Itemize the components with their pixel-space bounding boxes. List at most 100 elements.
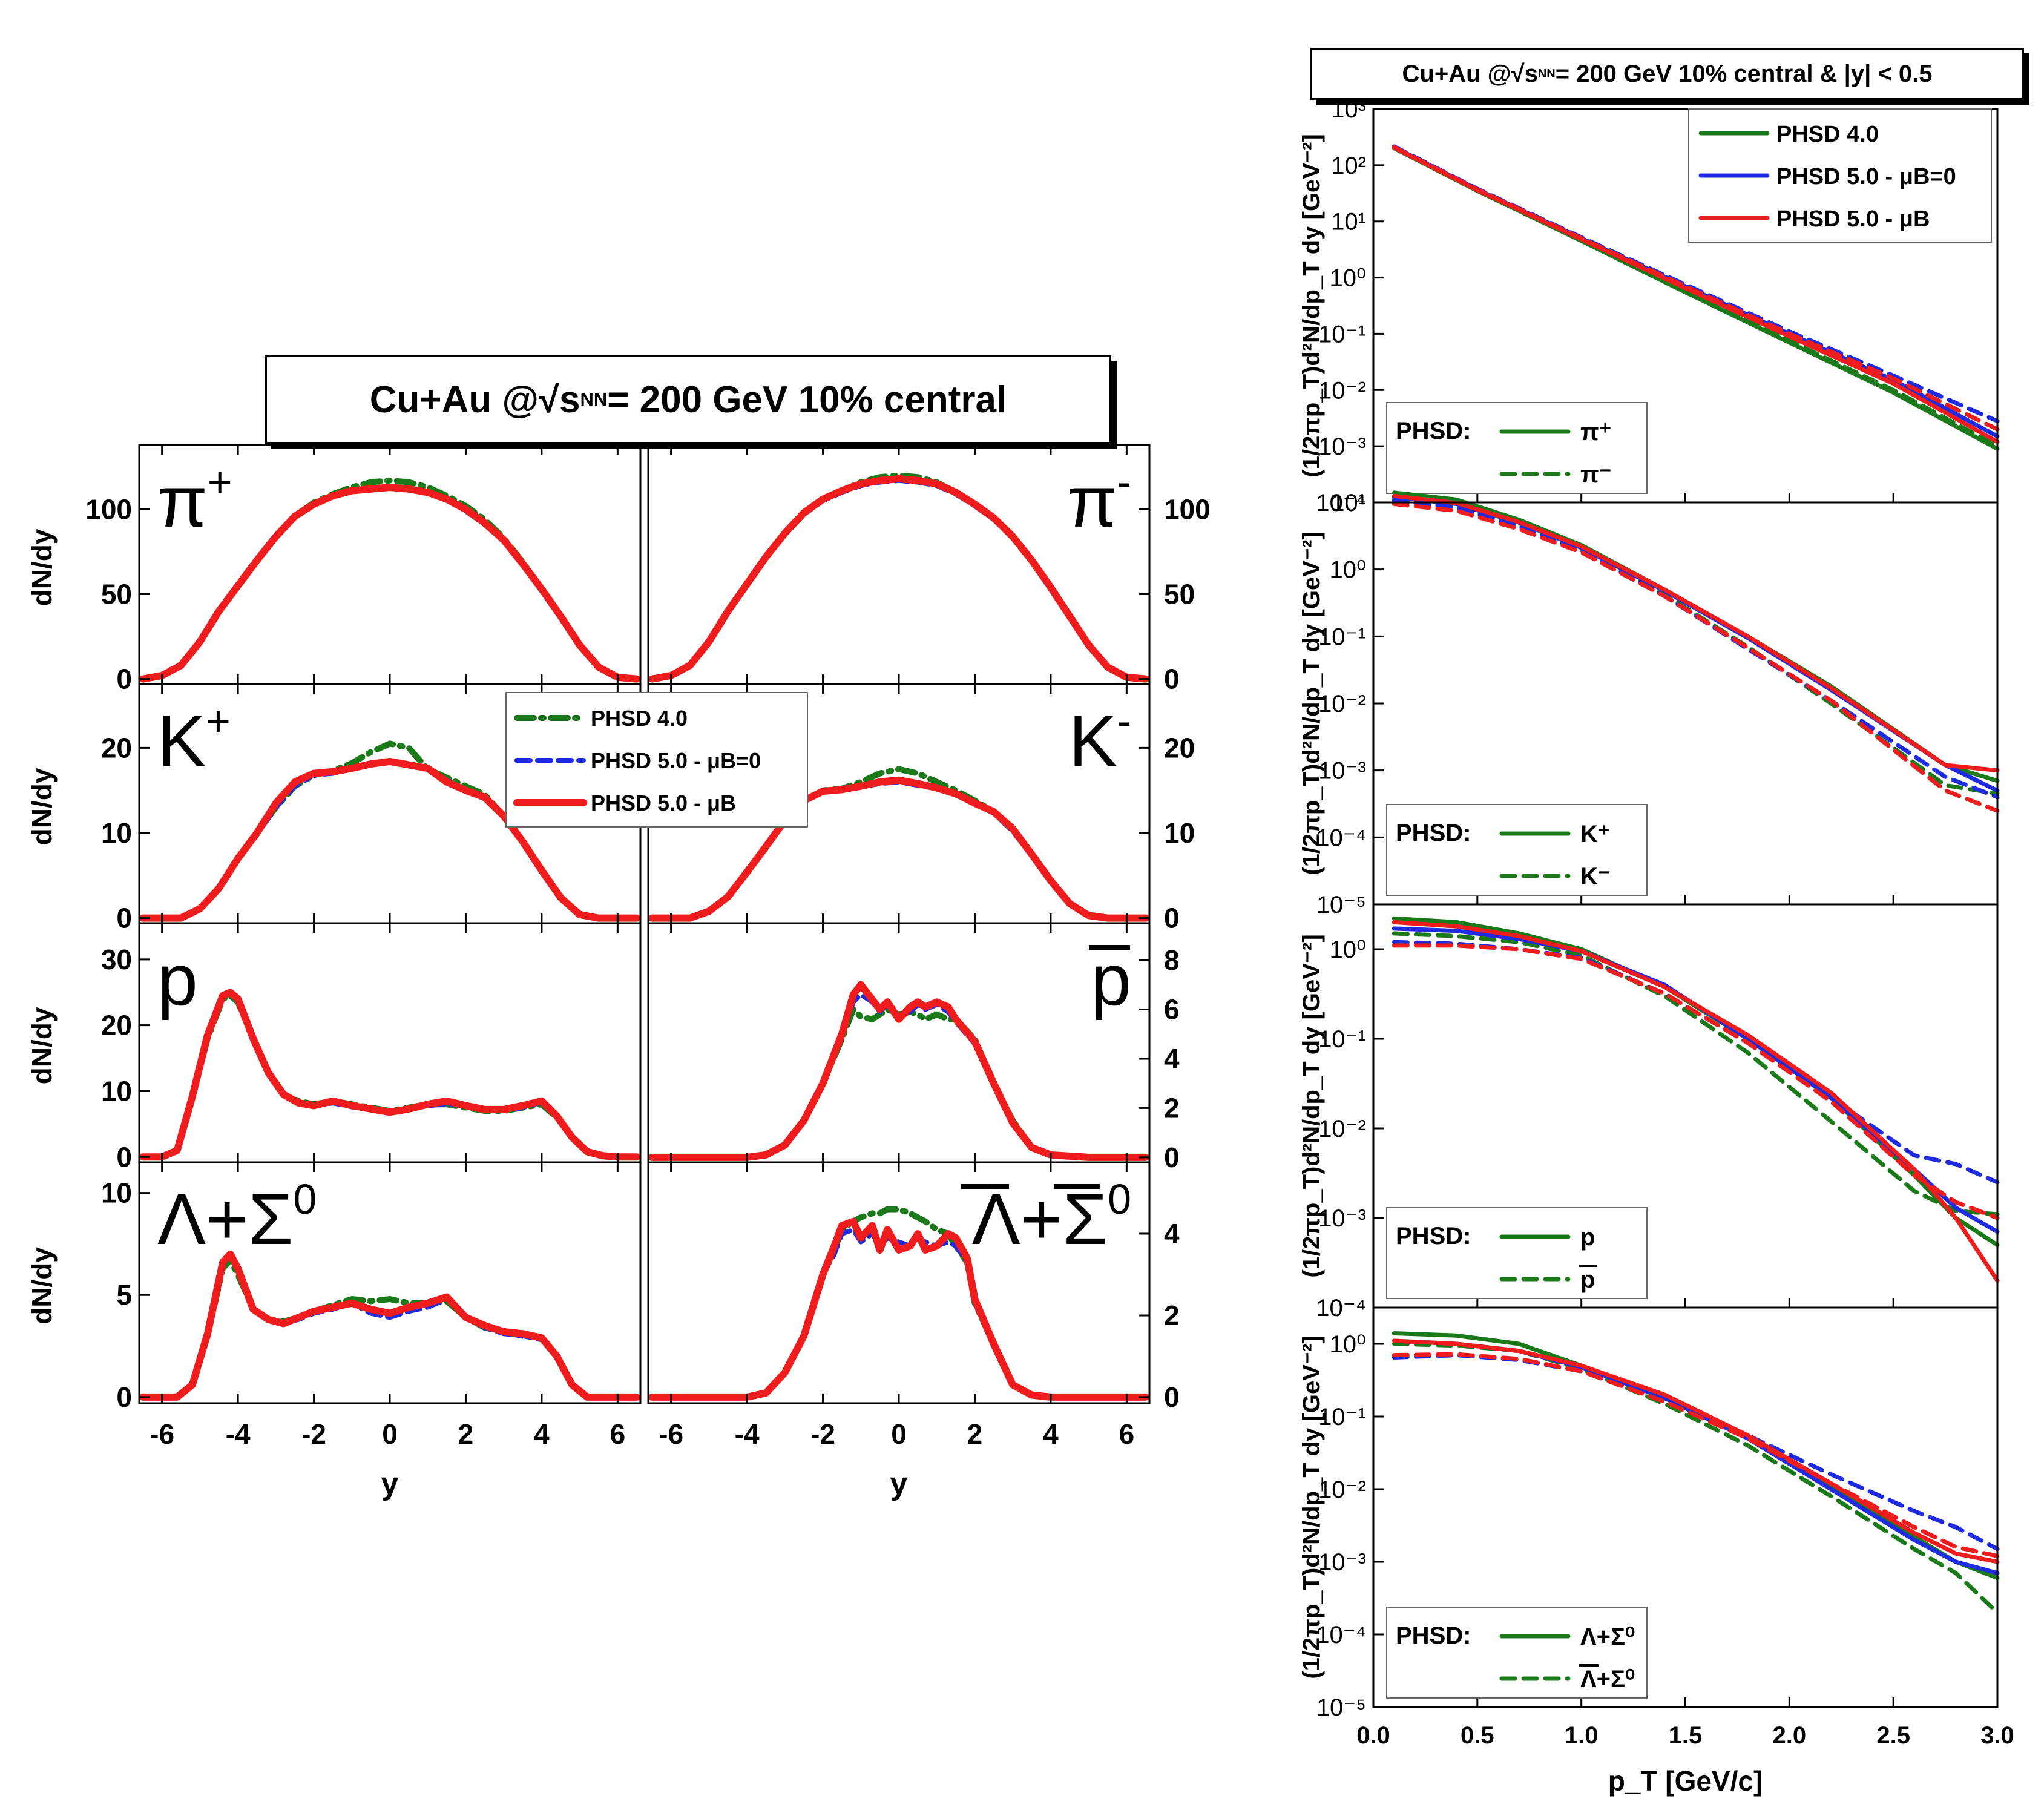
ytick-label-k-plus: 20: [101, 732, 132, 763]
particle-symbol-k-plus: K: [157, 700, 206, 782]
series-pi-plus-phsd-4-0: [140, 477, 640, 682]
ytick-label-pbar: 4: [1164, 1043, 1180, 1074]
sqrt-symbol: √: [1511, 60, 1525, 87]
log-tick-label-kaon-spectra: 10⁻¹: [1318, 624, 1366, 650]
log-tick-label-pion-spectra: 10⁰: [1329, 265, 1366, 292]
legend-label-right-2: PHSD 5.0 - μB: [1776, 206, 1930, 232]
spectrum-ylabel-lambda-spectra: (1/2πp_T)d²N/dp_T dy [GeV⁻²]: [1298, 1335, 1325, 1679]
xtick-label-col1: -2: [810, 1418, 835, 1450]
particle-label-pi-minus: π-: [1067, 458, 1131, 542]
xtick-label-col1: 4: [1043, 1418, 1059, 1450]
ytick-label-k-minus: 20: [1164, 732, 1195, 763]
xtick-label-col0: 0: [382, 1418, 398, 1450]
phsd-label-proton-spectra: PHSD:: [1396, 1223, 1471, 1249]
log-tick-label-kaon-spectra: 10⁻³: [1318, 758, 1366, 785]
ylabel-lambda: dN/dy: [26, 1247, 58, 1325]
ytick-label-pbar: 8: [1164, 944, 1180, 976]
xtick-label-col1: 2: [967, 1418, 983, 1450]
series-p-phsd-5-0-b: [139, 989, 640, 1161]
ytick-label-p: 10: [101, 1075, 132, 1107]
ylabel-pi-plus: dN/dy: [26, 528, 58, 606]
log-tick-label-kaon-spectra: 10¹: [1331, 490, 1366, 516]
particle-legend-solid-label-pion-spectra: π⁺: [1580, 419, 1612, 446]
particle-charge-k-plus: +: [206, 697, 231, 745]
pt-tick-label: 2.0: [1773, 1722, 1807, 1749]
particle-symbol-p: p: [157, 940, 198, 1021]
particle-label-lambda: Λ+Σ0: [157, 1176, 317, 1260]
series-pi-plus-phsd-5-0-b: [139, 484, 640, 683]
legend-label-right-1: PHSD 5.0 - μB=0: [1776, 164, 1956, 189]
log-tick-label-kaon-spectra: 10⁰: [1329, 557, 1366, 584]
xtick-label-col1: -4: [735, 1418, 760, 1450]
series-pbar-phsd-5-0-b: [648, 981, 1149, 1161]
right-title-post: = 200 GeV 10% central & |y| < 0.5: [1555, 60, 1933, 87]
particle-label-k-minus: K-: [1069, 697, 1131, 782]
particle-legend-solid-label-lambda-spectra: Λ+Σ⁰: [1580, 1624, 1635, 1650]
left-title-pre: Cu+Au @: [369, 378, 539, 421]
pt-tick-label: 3.0: [1980, 1722, 2014, 1749]
pt-tick-label: 0.5: [1461, 1722, 1494, 1749]
spectrum-pion-spectra-5: [1392, 145, 2000, 432]
spectrum-proton-spectra-5: [1392, 943, 2000, 1220]
xtick-label-col1: 6: [1119, 1418, 1135, 1450]
series-pbar-phsd-4-0: [649, 1006, 1149, 1160]
log-tick-label-pion-spectra: 10⁻¹: [1318, 321, 1366, 347]
log-tick-label-proton-spectra: 10⁻²: [1318, 1116, 1366, 1142]
particle-symbol-lambda: Λ+Σ: [157, 1179, 293, 1260]
left-title-post: = 200 GeV 10% central: [607, 378, 1007, 421]
ytick-label-pi-plus: 50: [101, 579, 132, 610]
pt-tick-label: 1.5: [1669, 1722, 1703, 1749]
series-pi-plus-phsd-5-0-b-0: [140, 485, 639, 682]
spectrum-lambda-spectra-0: [1392, 1331, 2000, 1581]
spectrum-kaon-spectra-5: [1392, 502, 2000, 813]
log-tick-label-kaon-spectra: 10⁻⁵: [1316, 892, 1366, 918]
spectrum-kaon-spectra-4: [1392, 493, 2000, 773]
particle-legend-solid-label-proton-spectra: p: [1580, 1224, 1595, 1251]
log-tick-label-pion-spectra: 10¹: [1331, 209, 1366, 235]
ylabel-k-plus: dN/dy: [26, 768, 58, 845]
log-tick-label-lambda-spectra: 10⁻¹: [1318, 1404, 1366, 1430]
spectrum-proton-spectra-0: [1392, 916, 2000, 1248]
ytick-label-k-minus: 10: [1164, 817, 1195, 849]
particle-charge-pi-plus: +: [208, 458, 232, 505]
log-tick-label-proton-spectra: 10⁻¹: [1318, 1026, 1366, 1053]
legend-label-left-2: PHSD 5.0 - μB: [591, 791, 736, 815]
spectrum-lambda-spectra-4: [1392, 1338, 2000, 1564]
series-k-plus-phsd-5-0-b: [139, 757, 640, 922]
ytick-label-lambda-bar: 4: [1164, 1218, 1180, 1249]
xtick-label-col1: 0: [891, 1418, 907, 1450]
pt-tick-label: 0.0: [1356, 1722, 1390, 1749]
log-tick-label-pion-spectra: 10⁻³: [1318, 433, 1366, 460]
spectrum-ylabel-proton-spectra: (1/2πp_T)d²N/dp_T dy [GeV⁻²]: [1298, 934, 1325, 1277]
ytick-label-k-minus: 0: [1164, 903, 1180, 934]
xtick-label-col0: -2: [301, 1418, 326, 1450]
particle-legend-dashed-label-proton-spectra: p: [1580, 1266, 1595, 1293]
particle-legend-solid-label-kaon-spectra: K⁺: [1580, 821, 1611, 847]
spectrum-ylabel-kaon-spectra: (1/2πp_T)d²N/dp_T dy [GeV⁻²]: [1298, 531, 1325, 875]
series-lambda-phsd-5-0-b: [139, 1250, 640, 1401]
particle-label-k-plus: K+: [157, 697, 231, 782]
particle-legend-proton-spectra: [1386, 1207, 1648, 1299]
ytick-label-k-plus: 10: [101, 817, 132, 849]
particle-charge-lambda-bar: 0: [1108, 1176, 1131, 1223]
legend-label-left-0: PHSD 4.0: [591, 706, 688, 731]
particle-symbol-pi-plus: π: [157, 461, 208, 542]
particle-label-pbar: p: [1091, 940, 1131, 1021]
xlabel-col1: y: [890, 1466, 908, 1501]
log-tick-label-pion-spectra: 10⁻²: [1318, 377, 1366, 404]
log-tick-label-pion-spectra: 10²: [1331, 153, 1366, 179]
xtick-label-col1: -6: [659, 1418, 683, 1450]
right-title-sub: NN: [1537, 67, 1556, 81]
right-title-s: s: [1524, 60, 1538, 87]
right-title-pre: Cu+Au @: [1402, 60, 1511, 87]
log-tick-label-lambda-spectra: 10⁻⁴: [1316, 1622, 1366, 1648]
ytick-label-p: 20: [101, 1010, 132, 1041]
ytick-label-pi-minus: 100: [1164, 493, 1211, 525]
spectrum-ylabel-pion-spectra: (1/2πp_T)d²N/dp_T dy [GeV⁻²]: [1298, 134, 1325, 477]
spectrum-kaon-spectra-3: [1392, 499, 2000, 800]
panel-frame-pbar: [647, 922, 1151, 1163]
spectrum-lambda-spectra-2: [1392, 1338, 2000, 1576]
pt-tick-label: 1.0: [1565, 1722, 1599, 1749]
series-pi-minus-phsd-5-0-b: [648, 475, 1149, 683]
ylabel-p: dN/dy: [26, 1007, 58, 1084]
